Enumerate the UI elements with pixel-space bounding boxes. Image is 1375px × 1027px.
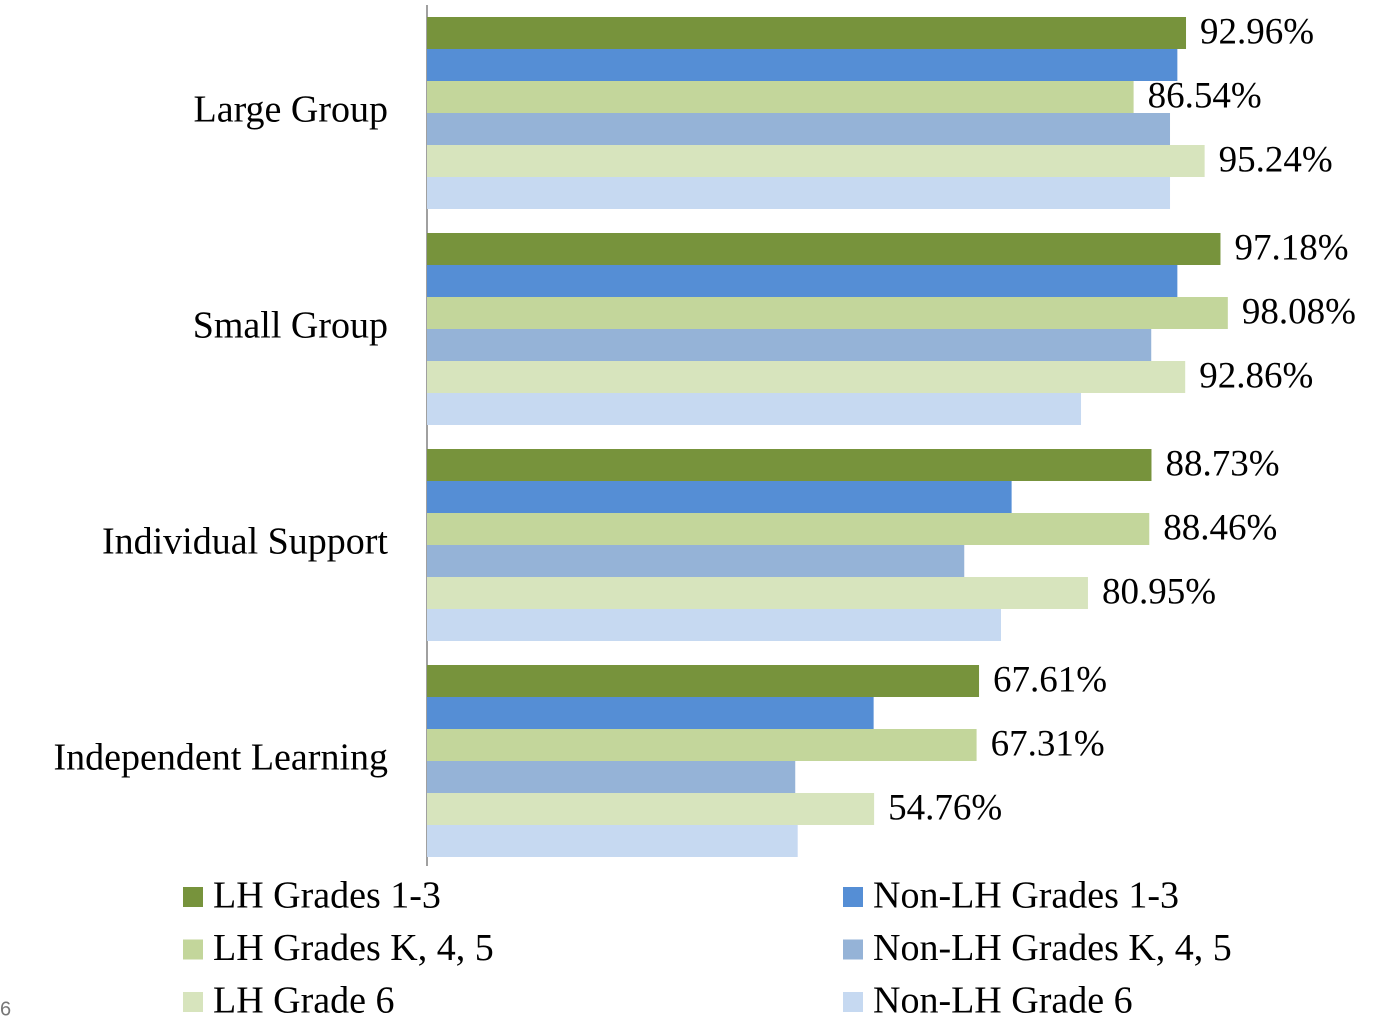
- bar: [427, 49, 1178, 81]
- legend-label: Non-LH Grade 6: [873, 980, 1133, 1022]
- bar: [427, 81, 1134, 113]
- category-label: Independent Learning: [54, 737, 388, 779]
- legend-swatch: [183, 992, 203, 1012]
- data-label: 67.61%: [993, 659, 1107, 700]
- bar: [427, 481, 1012, 513]
- bar: [427, 761, 796, 793]
- legend-swatch: [843, 939, 863, 960]
- category-label: Small Group: [193, 305, 388, 347]
- legend-label: LH Grade 6: [213, 980, 394, 1022]
- category-label: Individual Support: [102, 521, 388, 563]
- bar: [427, 729, 977, 761]
- legend-label: LH Grades 1-3: [213, 875, 441, 917]
- data-label: 86.54%: [1148, 75, 1262, 116]
- legend-label: Non-LH Grades K, 4, 5: [873, 927, 1232, 969]
- bar: [427, 233, 1221, 265]
- data-label: 54.76%: [888, 787, 1002, 828]
- legend-swatch: [843, 992, 863, 1012]
- legend-label: Non-LH Grades 1-3: [873, 875, 1179, 917]
- bar: [427, 825, 798, 857]
- data-label: 88.73%: [1165, 443, 1279, 484]
- bar: [427, 393, 1082, 425]
- data-label: 97.18%: [1234, 227, 1348, 268]
- bar: [427, 361, 1186, 393]
- bar: [427, 177, 1171, 209]
- bar: [427, 793, 875, 825]
- bar: [427, 609, 1001, 641]
- legend-swatch: [843, 887, 863, 907]
- data-label: 92.86%: [1199, 355, 1313, 396]
- data-label: 80.95%: [1102, 571, 1216, 612]
- bar: [427, 265, 1178, 297]
- data-label: 95.24%: [1219, 139, 1333, 180]
- legend-swatch: [183, 939, 203, 960]
- data-label: 88.46%: [1163, 507, 1277, 548]
- bar: [427, 329, 1152, 361]
- bar: [427, 113, 1171, 145]
- bar: [427, 513, 1150, 545]
- bar: [427, 545, 965, 577]
- bar: [427, 665, 980, 697]
- legend-label: LH Grades K, 4, 5: [213, 927, 494, 969]
- bar: [427, 145, 1205, 177]
- data-label: 92.96%: [1200, 11, 1314, 52]
- data-label: 67.31%: [991, 723, 1105, 764]
- bar: [427, 697, 874, 729]
- page-number: 6: [0, 998, 11, 1020]
- bar: [427, 297, 1228, 329]
- category-label: Large Group: [193, 89, 388, 131]
- legend-swatch: [183, 887, 203, 907]
- bar: [427, 577, 1088, 609]
- bar: [427, 17, 1187, 49]
- data-label: 98.08%: [1242, 291, 1356, 332]
- bar: [427, 449, 1152, 481]
